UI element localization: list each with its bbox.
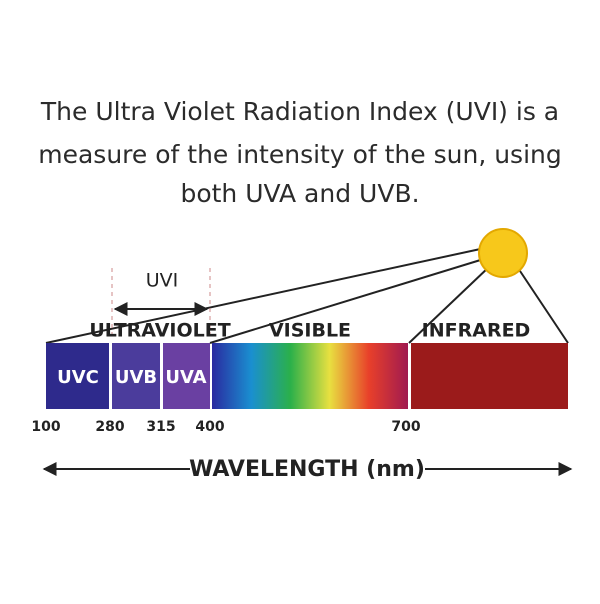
band-label: UVB xyxy=(115,367,157,388)
wavelength-label: 400 xyxy=(195,419,224,435)
wavelength-label: 100 xyxy=(31,419,60,435)
band-uvb xyxy=(112,343,160,409)
band-label: UVA xyxy=(165,367,206,388)
sun-rays xyxy=(45,247,569,344)
band-infrared xyxy=(411,343,568,409)
band-uva xyxy=(163,343,210,409)
band-label: UVC xyxy=(57,367,99,388)
band-uvc xyxy=(46,343,109,409)
title-line: both UVA and UVB. xyxy=(180,179,419,208)
title-line: measure of the intensity of the sun, usi… xyxy=(38,140,562,169)
sun xyxy=(478,228,528,278)
region-label: INFRARED xyxy=(422,320,531,342)
wavelength-label: 280 xyxy=(95,419,124,435)
region-label: VISIBLE xyxy=(269,320,351,342)
wavelength-label: 315 xyxy=(146,419,175,435)
wavelength-label: 700 xyxy=(391,419,420,435)
region-label: ULTRAVIOLET xyxy=(89,320,230,342)
title-line: The Ultra Violet Radiation Index (UVI) i… xyxy=(40,97,559,126)
axis-label: WAVELENGTH (nm) xyxy=(189,457,425,482)
uvi-label: UVI xyxy=(146,270,179,292)
band-visible xyxy=(212,343,408,409)
